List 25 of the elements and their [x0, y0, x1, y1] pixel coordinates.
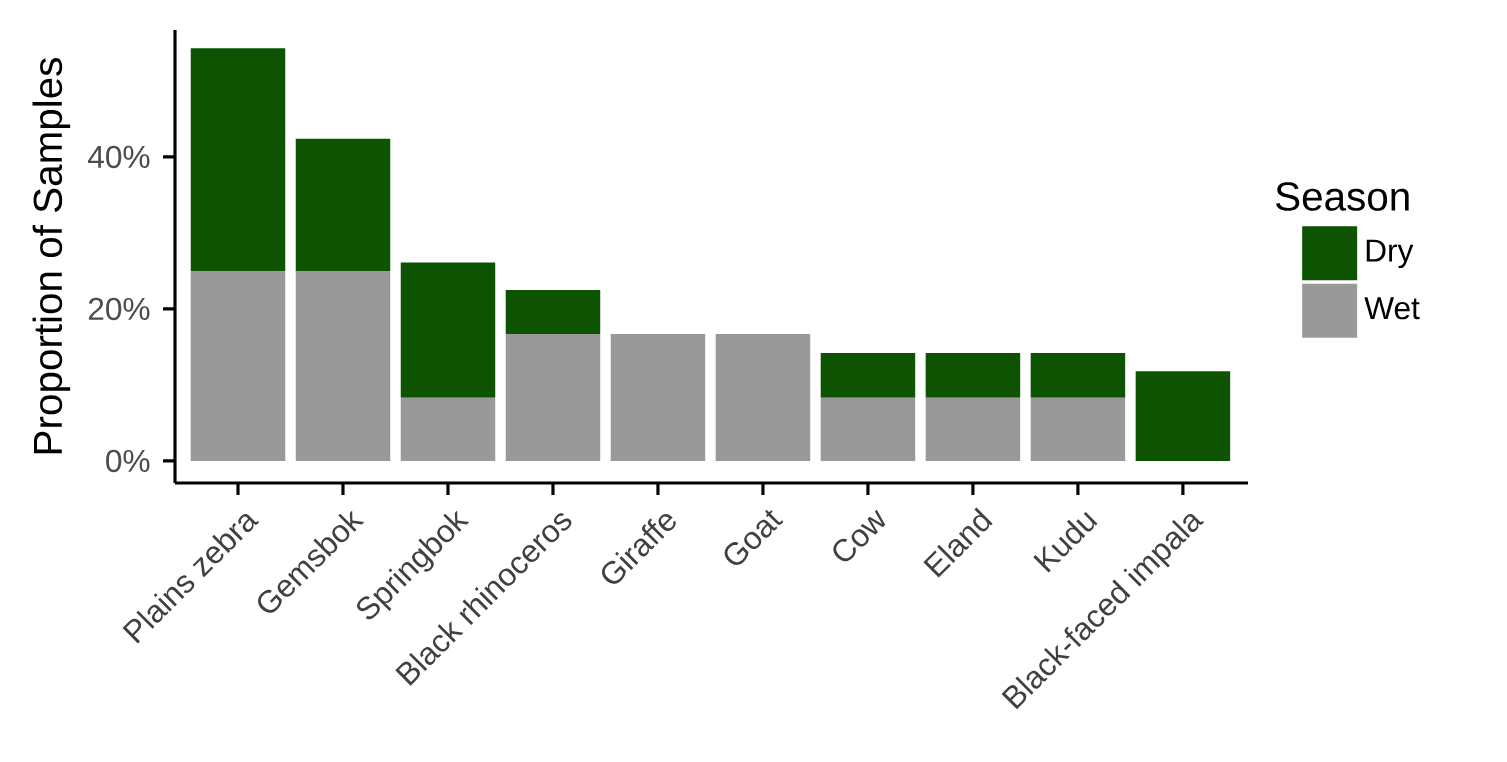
y-tick-label: 20% [88, 297, 150, 321]
bar [505, 289, 601, 335]
bar [1030, 397, 1126, 461]
y-axis-title: Proportion of Samples [32, 58, 71, 454]
bar [820, 353, 916, 398]
legend-label: Wet [1364, 297, 1420, 320]
x-tick-label: Cow [833, 509, 886, 562]
bar [820, 397, 916, 461]
bar [190, 48, 286, 271]
legend-label: Dry [1366, 239, 1414, 269]
y-tick-label: 40% [88, 145, 150, 169]
y-tick-label: 0% [106, 449, 150, 473]
bar [1030, 353, 1126, 398]
bar [925, 397, 1021, 461]
bar [400, 262, 496, 398]
bar [1135, 371, 1231, 461]
bar [295, 138, 391, 271]
bar [715, 334, 811, 461]
legend-title: Season [1276, 182, 1409, 211]
bar [190, 270, 286, 461]
bar [610, 334, 706, 461]
bar [400, 397, 496, 461]
bar [505, 334, 601, 461]
bar [295, 270, 391, 461]
bar [925, 353, 1021, 398]
